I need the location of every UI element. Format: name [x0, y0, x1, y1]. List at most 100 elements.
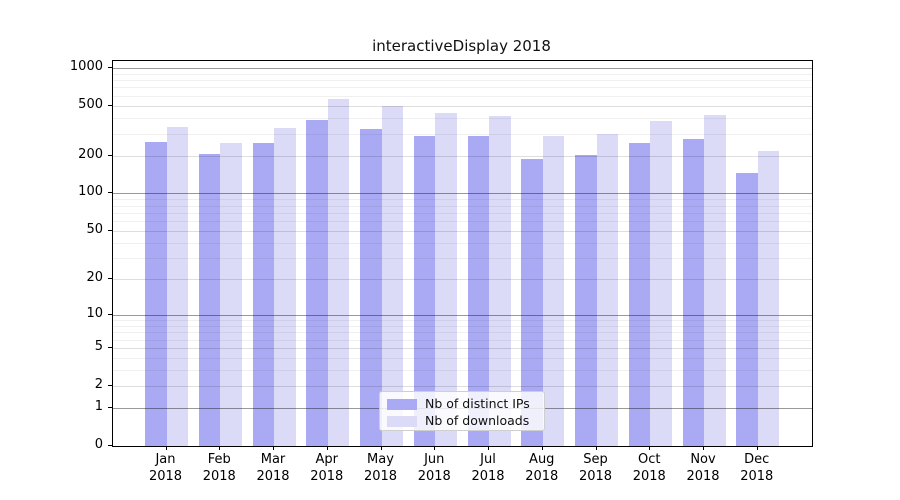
y-tick-mark-20 — [108, 278, 112, 280]
x-tick-label-oct: Oct 2018 — [632, 452, 666, 484]
bar-downloads-feb — [220, 143, 242, 446]
y-tick-label-1000: 1000 — [69, 58, 103, 74]
legend-label-downloads: Nb of downloads — [425, 413, 530, 428]
gridline-minor-600 — [113, 95, 812, 97]
y-tick-mark-0 — [108, 445, 112, 446]
gridline-50 — [113, 230, 812, 232]
gridline-minor-80 — [113, 205, 812, 207]
bar-distinct-ips-jul — [467, 136, 489, 446]
y-tick-label-200: 200 — [78, 146, 103, 162]
x-tick-label-feb: Feb 2018 — [202, 452, 236, 484]
bar-distinct-ips-aug — [521, 159, 543, 446]
y-tick-mark-2 — [108, 384, 112, 386]
x-tick-mark-nov — [703, 446, 704, 450]
y-tick-label-0: 0 — [94, 437, 103, 452]
x-tick-mark-jun — [434, 446, 436, 450]
bar-downloads-sep — [596, 134, 618, 446]
gridline-minor-300 — [113, 133, 812, 135]
bar-downloads-apr — [327, 99, 350, 446]
gridline-minor-8 — [113, 325, 812, 327]
gridline-minor-800 — [113, 80, 812, 82]
downloads-swatch-icon — [387, 415, 417, 427]
x-tick-label-aug: Aug 2018 — [525, 452, 559, 484]
x-tick-mark-jul — [488, 446, 489, 450]
bar-distinct-ips-sep — [575, 154, 597, 446]
gridline-100 — [113, 193, 812, 195]
grid-layer — [113, 61, 812, 446]
bar-distinct-ips-nov — [682, 139, 704, 446]
gridline-20 — [113, 279, 812, 281]
bar-downloads-may — [381, 106, 403, 446]
gridline-minor-30 — [113, 258, 812, 260]
plot-area — [112, 60, 813, 447]
legend-label-distinct-ips: Nb of distinct IPs — [425, 396, 530, 411]
y-tick-mark-1000 — [108, 66, 112, 68]
x-tick-label-jun: Jun 2018 — [417, 452, 451, 484]
legend-item-downloads: Nb of downloads — [387, 413, 544, 429]
gridline-minor-9 — [113, 320, 812, 321]
bars-layer — [113, 61, 812, 446]
x-tick-mark-oct — [649, 446, 651, 450]
bar-distinct-ips-may — [360, 128, 382, 446]
bar-downloads-jan — [166, 127, 188, 446]
gridline-2 — [113, 385, 812, 387]
gridline-minor-7 — [113, 332, 812, 334]
x-tick-mark-sep — [595, 446, 597, 450]
y-tick-label-20: 20 — [86, 270, 103, 286]
x-tick-label-dec: Dec 2018 — [740, 452, 774, 484]
bar-distinct-ips-oct — [628, 143, 651, 446]
x-tick-label-jul: Jul 2018 — [471, 452, 505, 484]
bar-downloads-dec — [757, 151, 780, 446]
y-tick-label-100: 100 — [78, 184, 103, 200]
y-tick-label-1: 1 — [94, 399, 103, 415]
bar-distinct-ips-mar — [252, 143, 274, 446]
gridline-minor-700 — [113, 87, 812, 89]
y-tick-label-10: 10 — [86, 305, 103, 321]
x-tick-label-sep: Sep 2018 — [578, 452, 613, 484]
y-tick-label-2: 2 — [94, 376, 103, 392]
x-tick-mark-mar — [273, 446, 274, 450]
gridline-500 — [113, 105, 812, 107]
gridline-minor-3 — [113, 370, 812, 372]
bar-distinct-ips-dec — [736, 172, 758, 446]
y-tick-mark-100 — [108, 192, 112, 194]
bar-downloads-mar — [274, 128, 296, 446]
y-tick-label-5: 5 — [94, 338, 103, 354]
y-tick-mark-500 — [108, 104, 112, 106]
bar-downloads-nov — [704, 114, 726, 446]
x-tick-mark-may — [380, 446, 382, 450]
y-tick-label-500: 500 — [78, 96, 103, 112]
distinct-ips-swatch-icon — [387, 398, 417, 410]
gridline-minor-6 — [113, 339, 812, 341]
bar-downloads-oct — [650, 120, 672, 446]
chart-title: interactiveDisplay 2018 — [372, 37, 551, 55]
y-tick-mark-50 — [108, 229, 112, 231]
y-tick-mark-1 — [108, 407, 112, 409]
x-tick-label-apr: Apr 2018 — [310, 452, 344, 484]
x-tick-mark-jan — [165, 446, 167, 450]
x-tick-mark-dec — [756, 446, 758, 450]
x-tick-mark-aug — [541, 446, 543, 450]
x-tick-label-may: May 2018 — [363, 452, 398, 484]
gridline-minor-70 — [113, 212, 812, 214]
bar-downloads-aug — [542, 136, 565, 446]
y-tick-label-50: 50 — [86, 221, 103, 237]
y-tick-mark-200 — [108, 154, 112, 156]
y-tick-mark-5 — [108, 346, 112, 348]
legend: Nb of distinct IPs Nb of downloads — [379, 391, 545, 431]
gridline-200 — [113, 155, 812, 157]
gridline-1000 — [113, 67, 812, 69]
bar-downloads-jun — [435, 113, 457, 446]
y-tick-mark-10 — [108, 313, 112, 315]
bar-downloads-jul — [489, 115, 511, 446]
x-tick-label-jan: Jan 2018 — [148, 452, 183, 484]
gridline-10 — [113, 314, 812, 316]
x-tick-mark-apr — [326, 446, 328, 450]
bar-distinct-ips-jun — [413, 135, 436, 446]
x-tick-label-mar: Mar 2018 — [256, 452, 290, 484]
bar-distinct-ips-jan — [145, 141, 167, 446]
x-tick-label-nov: Nov 2018 — [686, 452, 720, 484]
gridline-minor-4 — [113, 357, 812, 359]
bar-distinct-ips-apr — [306, 119, 328, 446]
